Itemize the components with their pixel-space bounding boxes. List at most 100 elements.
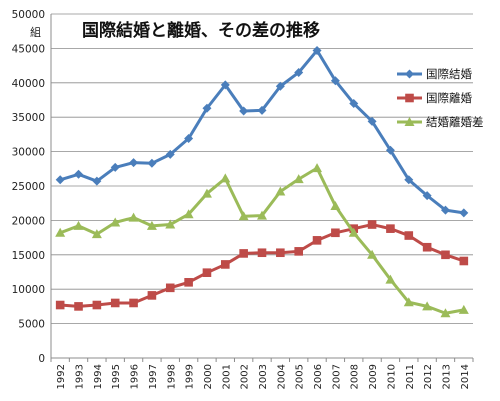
data-point xyxy=(110,217,121,227)
data-point xyxy=(165,283,175,293)
x-tick-label: 2011 xyxy=(405,364,416,389)
data-point xyxy=(404,231,414,240)
data-point xyxy=(74,169,84,179)
data-point xyxy=(257,105,267,115)
data-point xyxy=(257,210,267,220)
y-tick-label: 5000 xyxy=(18,319,45,331)
x-tick-label: 2012 xyxy=(423,364,434,389)
data-point xyxy=(92,300,102,310)
data-point xyxy=(92,176,102,186)
data-point xyxy=(184,134,194,144)
data-point xyxy=(294,67,304,77)
data-point xyxy=(183,209,194,219)
y-tick-label: 10000 xyxy=(12,284,45,296)
legend-label: 結婚離婚差 xyxy=(426,115,484,129)
data-point xyxy=(348,227,359,237)
data-point xyxy=(184,278,193,287)
data-point xyxy=(221,260,230,269)
y-tick-label: 25000 xyxy=(12,181,45,193)
data-point xyxy=(459,208,469,218)
data-point xyxy=(110,162,120,172)
y-axis-unit-label: 組 xyxy=(30,26,41,39)
y-tick-label: 45000 xyxy=(12,43,45,55)
x-tick-label: 2009 xyxy=(368,364,379,389)
series-marriage-divorce-gap xyxy=(55,163,469,318)
y-tick-label: 35000 xyxy=(12,112,45,124)
x-tick-label: 2010 xyxy=(386,364,397,389)
data-point xyxy=(128,212,139,222)
y-tick-label: 30000 xyxy=(12,147,45,159)
data-point xyxy=(147,158,157,168)
x-tick-label: 1997 xyxy=(148,364,159,389)
data-point xyxy=(404,175,414,185)
data-point xyxy=(91,229,102,239)
data-point xyxy=(385,145,395,155)
x-tick-label: 2004 xyxy=(276,364,287,389)
data-point xyxy=(385,274,396,284)
data-point xyxy=(275,81,285,91)
data-point xyxy=(330,200,341,210)
x-tick-label: 2007 xyxy=(331,364,342,389)
x-tick-label: 2002 xyxy=(240,364,251,389)
y-tick-label: 15000 xyxy=(12,250,45,262)
data-point xyxy=(405,69,414,79)
data-point xyxy=(404,117,415,126)
data-point xyxy=(330,76,340,86)
data-point xyxy=(55,175,65,185)
data-point xyxy=(367,249,378,259)
legend-item-marriage-divorce-gap: 結婚離婚差 xyxy=(397,115,484,129)
data-point xyxy=(403,297,414,307)
x-tick-label: 2013 xyxy=(441,364,452,389)
data-point xyxy=(202,103,212,113)
x-tick-label: 2000 xyxy=(203,364,214,389)
x-tick-label: 2005 xyxy=(295,364,306,389)
data-point xyxy=(293,174,304,184)
data-point xyxy=(239,249,248,258)
data-point xyxy=(405,93,414,103)
x-tick-label: 1992 xyxy=(56,364,67,389)
data-point xyxy=(257,248,267,258)
legend-item-international-marriage: 国際結婚 xyxy=(397,67,472,81)
data-point xyxy=(275,186,286,196)
data-point xyxy=(312,45,322,55)
chart-title: 国際結婚と離婚、その差の推移 xyxy=(82,20,320,41)
axes xyxy=(50,14,474,362)
data-point xyxy=(422,191,432,201)
legend-item-international-divorce: 国際離婚 xyxy=(397,91,472,105)
data-point xyxy=(202,268,212,277)
data-point xyxy=(386,224,395,233)
y-tick-label: 50000 xyxy=(12,9,45,21)
data-point xyxy=(74,302,83,311)
data-point xyxy=(220,80,230,90)
x-axis-ticks: 1992 1993 1994 1995 1996 1997 1998 1999 2000 2001… xyxy=(56,364,471,389)
data-point xyxy=(312,163,323,173)
x-tick-label: 2006 xyxy=(313,364,324,389)
data-point xyxy=(220,173,231,183)
data-point xyxy=(276,248,285,258)
data-point xyxy=(55,227,66,237)
x-tick-label: 1996 xyxy=(130,364,141,389)
data-point xyxy=(110,298,120,308)
data-point xyxy=(73,220,84,230)
data-point xyxy=(440,205,450,215)
data-point xyxy=(458,304,469,314)
x-tick-label: 1995 xyxy=(111,364,122,389)
data-point xyxy=(459,256,469,266)
y-tick-label: 20000 xyxy=(12,215,45,227)
data-point xyxy=(201,188,212,198)
legend-label: 国際結婚 xyxy=(426,67,472,81)
legend-label: 国際離婚 xyxy=(426,91,472,105)
x-tick-label: 1994 xyxy=(93,364,104,389)
data-point xyxy=(147,291,157,300)
y-axis-ticks: 0 5000 10000 15000 20000 25000 30000 35000 40000… xyxy=(12,9,45,365)
data-point xyxy=(422,301,433,311)
x-tick-label: 2001 xyxy=(221,364,232,389)
data-point xyxy=(367,116,377,126)
x-tick-label: 2008 xyxy=(350,364,361,389)
data-point xyxy=(129,298,138,308)
y-tick-label: 40000 xyxy=(12,78,45,90)
data-point xyxy=(441,250,450,260)
